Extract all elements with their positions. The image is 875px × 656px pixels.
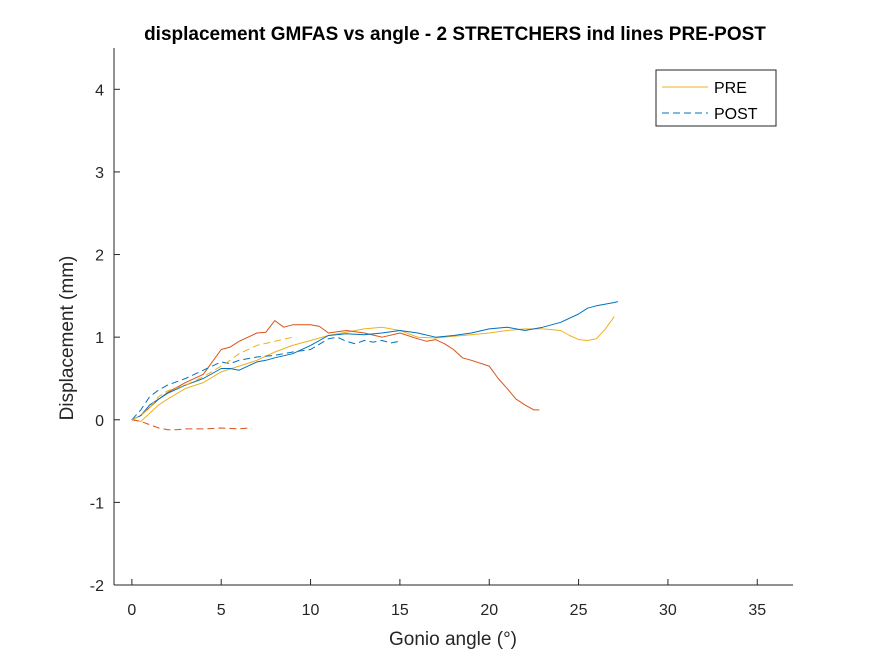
- x-tick-label: 30: [659, 602, 677, 619]
- y-tick-label: -1: [90, 495, 104, 512]
- series-line-dashed-5: [131, 336, 293, 421]
- series-line-solid-0: [131, 316, 615, 422]
- x-tick-label: 0: [127, 602, 136, 619]
- x-tick-label: 25: [570, 602, 588, 619]
- y-tick-label: 0: [95, 413, 104, 430]
- series-line-solid-2: [131, 301, 619, 421]
- x-tick-label: 10: [302, 602, 320, 619]
- series-line-solid-1: [131, 320, 540, 421]
- x-tick-label: 35: [748, 602, 766, 619]
- legend-pre-label: PRE: [714, 80, 747, 97]
- y-tick-label: 2: [95, 248, 104, 265]
- x-tick-label: 20: [480, 602, 498, 619]
- legend-box: [655, 69, 777, 127]
- x-axis-ticks: 0 5 10 15 20 25 30 35: [127, 579, 766, 619]
- y-axis-ticks: -2 -1 0 1 2 3 4: [90, 82, 120, 595]
- legend-post-label: POST: [714, 106, 758, 123]
- chart-title: displacement GMFAS vs angle - 2 STRETCHE…: [144, 24, 766, 45]
- legend: PRE POST: [655, 69, 777, 127]
- x-tick-label: 15: [391, 602, 409, 619]
- series-line-dashed-4: [131, 419, 252, 431]
- y-tick-label: 3: [95, 165, 104, 182]
- y-tick-label: -2: [90, 578, 104, 595]
- plot-area: 0 5 10 15 20 25 30 35 -2 -1 0 1 2 3 4: [90, 48, 793, 619]
- x-axis-label: Gonio angle (°): [389, 629, 517, 650]
- y-tick-label: 1: [95, 330, 104, 347]
- x-tick-label: 5: [217, 602, 226, 619]
- series-line-dashed-3: [131, 336, 400, 421]
- series-layer: [131, 301, 619, 431]
- y-tick-label: 4: [95, 82, 104, 99]
- y-axis-label: Displacement (mm): [57, 256, 78, 421]
